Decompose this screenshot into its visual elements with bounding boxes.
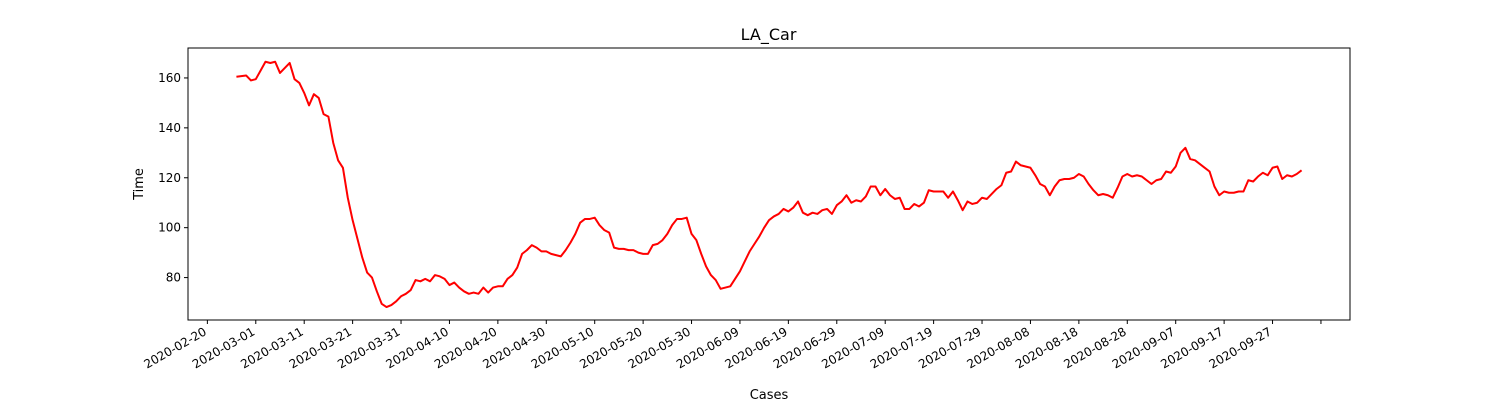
- plot-frame: [187, 47, 1351, 321]
- y-axis-label: Time: [132, 168, 147, 201]
- y-tick-label: 140: [158, 121, 181, 135]
- y-tick-label: 160: [158, 71, 181, 85]
- x-axis: 2020-02-202020-03-012020-03-112020-03-21…: [141, 320, 1322, 371]
- y-tick-label: 80: [166, 271, 181, 285]
- y-tick-label: 120: [158, 171, 181, 185]
- series-line: [236, 60, 1303, 309]
- chart-title: LA_Car: [741, 25, 797, 45]
- y-axis: 80 100 120 140 160: [158, 71, 188, 285]
- x-axis-label: Cases: [750, 388, 789, 400]
- y-tick-label: 100: [158, 221, 181, 235]
- plot-area: [236, 60, 1303, 309]
